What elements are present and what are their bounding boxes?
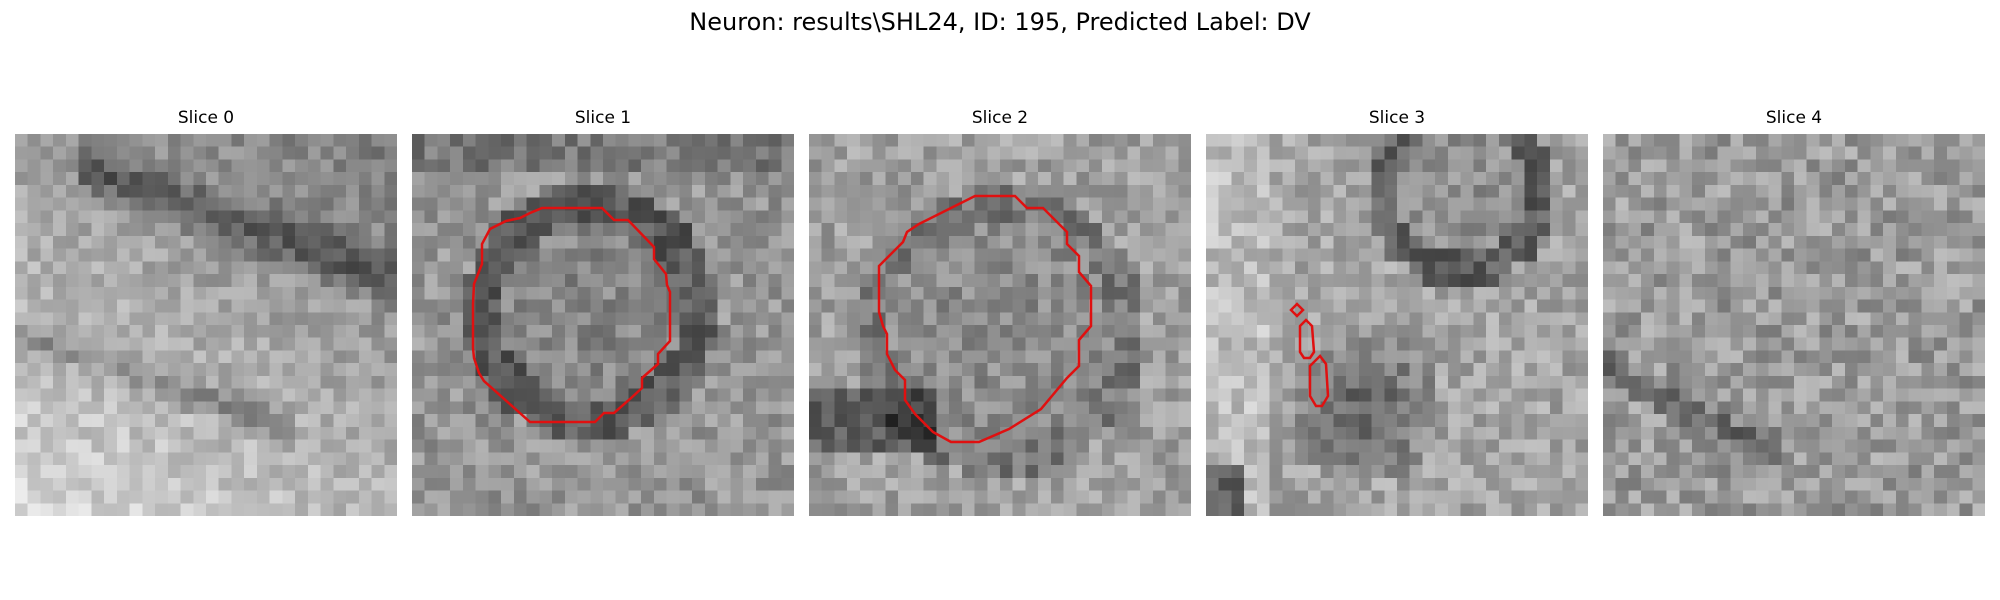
figure-title: Neuron: results\SHL24, ID: 195, Predicte… xyxy=(689,8,1311,36)
panel-title-slice-1: Slice 1 xyxy=(574,108,632,128)
slice-1-contour-layer xyxy=(471,206,672,424)
slice-2-image xyxy=(809,134,1191,516)
slice-3-grayscale xyxy=(1206,134,1588,516)
slice-2-contour-layer xyxy=(877,194,1093,444)
slice-0-grayscale xyxy=(15,134,397,516)
slice-3-image xyxy=(1206,134,1588,516)
slice-3-contour-layer xyxy=(1289,302,1330,408)
panel-title-slice-4: Slice 4 xyxy=(1765,108,1823,128)
slice-3-contour-1 xyxy=(1289,302,1305,318)
slice-1-grayscale xyxy=(412,134,794,516)
slice-2-contour xyxy=(877,194,1093,444)
slice-2-grayscale xyxy=(809,134,1191,516)
slice-3-contour-3 xyxy=(1308,354,1330,408)
slice-3-contour-2 xyxy=(1298,318,1316,360)
slice-4-grayscale xyxy=(1603,134,1985,516)
slice-0-image xyxy=(15,134,397,516)
panel-title-slice-2: Slice 2 xyxy=(971,108,1029,128)
slice-1-image xyxy=(412,134,794,516)
panel-title-slice-3: Slice 3 xyxy=(1368,108,1426,128)
slice-1-contour xyxy=(471,206,672,424)
panel-title-slice-0: Slice 0 xyxy=(177,108,235,128)
slice-4-image xyxy=(1603,134,1985,516)
